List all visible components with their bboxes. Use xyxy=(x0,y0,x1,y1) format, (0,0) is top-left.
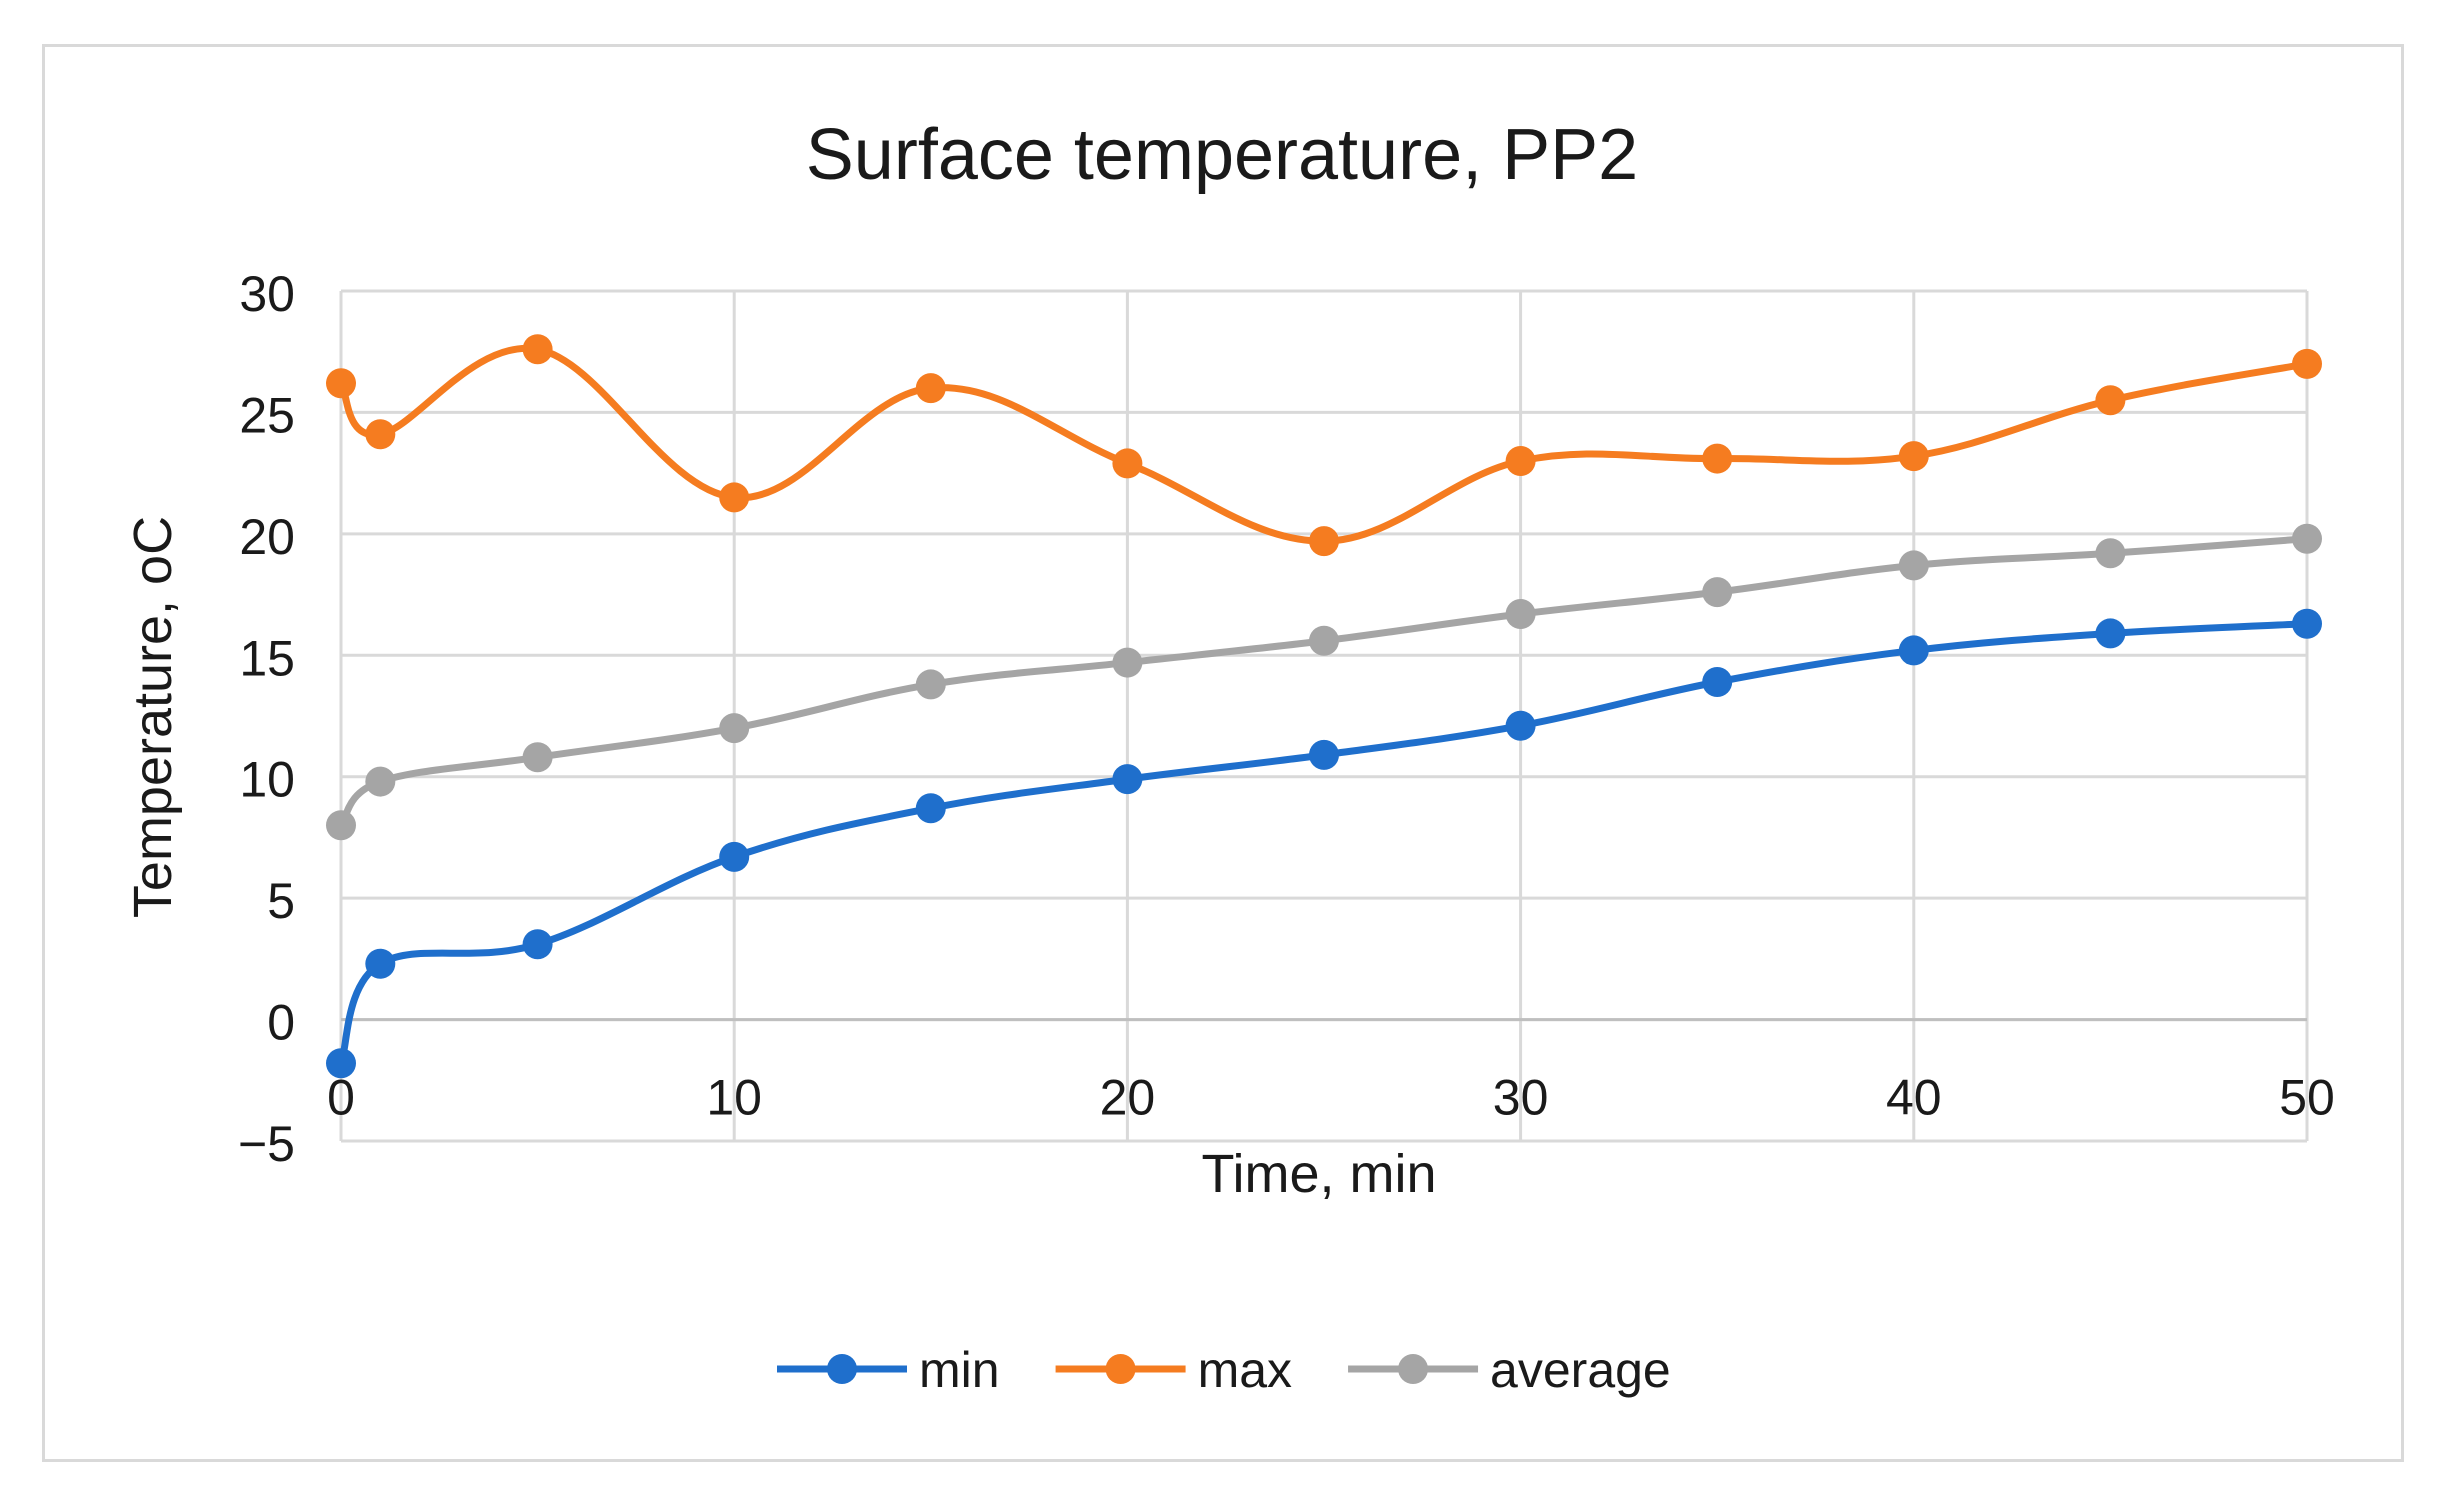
data-point-average xyxy=(2095,538,2126,569)
data-point-average xyxy=(719,713,750,744)
series-line-average xyxy=(337,535,2311,829)
legend-item-average: average xyxy=(1348,1342,1671,1398)
data-point-min xyxy=(522,929,553,960)
data-point-min xyxy=(1702,667,1733,697)
legend: min max average xyxy=(777,1342,1671,1398)
x-tick-label: 50 xyxy=(2279,1070,2335,1126)
y-tick-label: 20 xyxy=(239,509,295,565)
x-axis-title: Time, min xyxy=(1201,1144,1436,1204)
data-point-max xyxy=(1309,526,1339,557)
series-min xyxy=(326,608,2322,1079)
data-point-max xyxy=(1112,448,1143,479)
y-tick-label: 15 xyxy=(239,630,295,686)
y-axis-title: Temperature, oC xyxy=(123,516,183,918)
data-point-min xyxy=(719,841,750,872)
data-point-average xyxy=(365,766,396,797)
data-point-max xyxy=(1898,441,1929,472)
y-tick-label: 30 xyxy=(239,266,295,322)
x-tick-label: 10 xyxy=(706,1070,762,1126)
data-point-min xyxy=(1309,739,1339,770)
data-point-min xyxy=(915,793,946,824)
data-point-average xyxy=(1898,550,1929,581)
x-tick-label: 20 xyxy=(1100,1070,1156,1126)
data-point-max xyxy=(915,373,946,404)
data-point-max xyxy=(2095,385,2126,416)
data-point-average xyxy=(522,742,553,773)
series-average xyxy=(326,523,2322,841)
data-point-max xyxy=(1505,446,1536,476)
legend-item-max: max xyxy=(1055,1342,1292,1398)
data-point-average xyxy=(915,669,946,700)
data-point-min xyxy=(1505,710,1536,741)
y-tick-label: 25 xyxy=(239,387,295,443)
series-max xyxy=(326,334,2322,557)
legend-item-min: min xyxy=(777,1342,1000,1398)
data-point-max xyxy=(719,482,750,513)
gridlines xyxy=(339,289,2309,1143)
data-point-average xyxy=(1702,577,1733,608)
data-point-min xyxy=(1112,764,1143,795)
series-line-max xyxy=(337,344,2311,545)
x-tick-label: 40 xyxy=(1886,1070,1942,1126)
data-point-average xyxy=(326,810,356,841)
line-chart: Surface temperature, PP2 302520151050−50… xyxy=(123,115,2335,1398)
y-tick-label: 5 xyxy=(267,873,295,929)
x-tick-label: 30 xyxy=(1493,1070,1549,1126)
x-tick-label: 0 xyxy=(327,1070,355,1126)
data-point-min xyxy=(2292,608,2322,639)
data-point-max xyxy=(2292,348,2322,379)
legend-swatch-marker xyxy=(1398,1354,1429,1384)
y-tick-label: −5 xyxy=(238,1116,295,1172)
data-point-average xyxy=(1309,625,1339,656)
data-point-max xyxy=(522,334,553,365)
legend-label: min xyxy=(919,1342,1000,1398)
data-point-max xyxy=(1702,443,1733,474)
series-line-min xyxy=(337,620,2311,1067)
chart-title: Surface temperature, PP2 xyxy=(806,115,1638,195)
y-tick-label: 10 xyxy=(239,752,295,808)
data-point-max xyxy=(326,368,356,399)
series-layer xyxy=(326,334,2322,1079)
data-point-min xyxy=(1898,635,1929,666)
data-point-max xyxy=(365,419,396,450)
data-point-min xyxy=(326,1048,356,1079)
data-point-min xyxy=(365,948,396,979)
chart-frame: Surface temperature, PP2 30 25 20 15 10 5 0 −5 0… xyxy=(42,44,2404,1462)
data-point-average xyxy=(2292,523,2322,554)
legend-label: max xyxy=(1198,1342,1292,1398)
y-tick-label: 0 xyxy=(267,995,295,1051)
legend-swatch-marker xyxy=(827,1354,857,1384)
data-point-average xyxy=(1505,599,1536,629)
data-point-min xyxy=(2095,618,2126,649)
legend-label: average xyxy=(1490,1342,1671,1398)
data-point-average xyxy=(1112,647,1143,678)
legend-swatch-marker xyxy=(1105,1354,1136,1384)
